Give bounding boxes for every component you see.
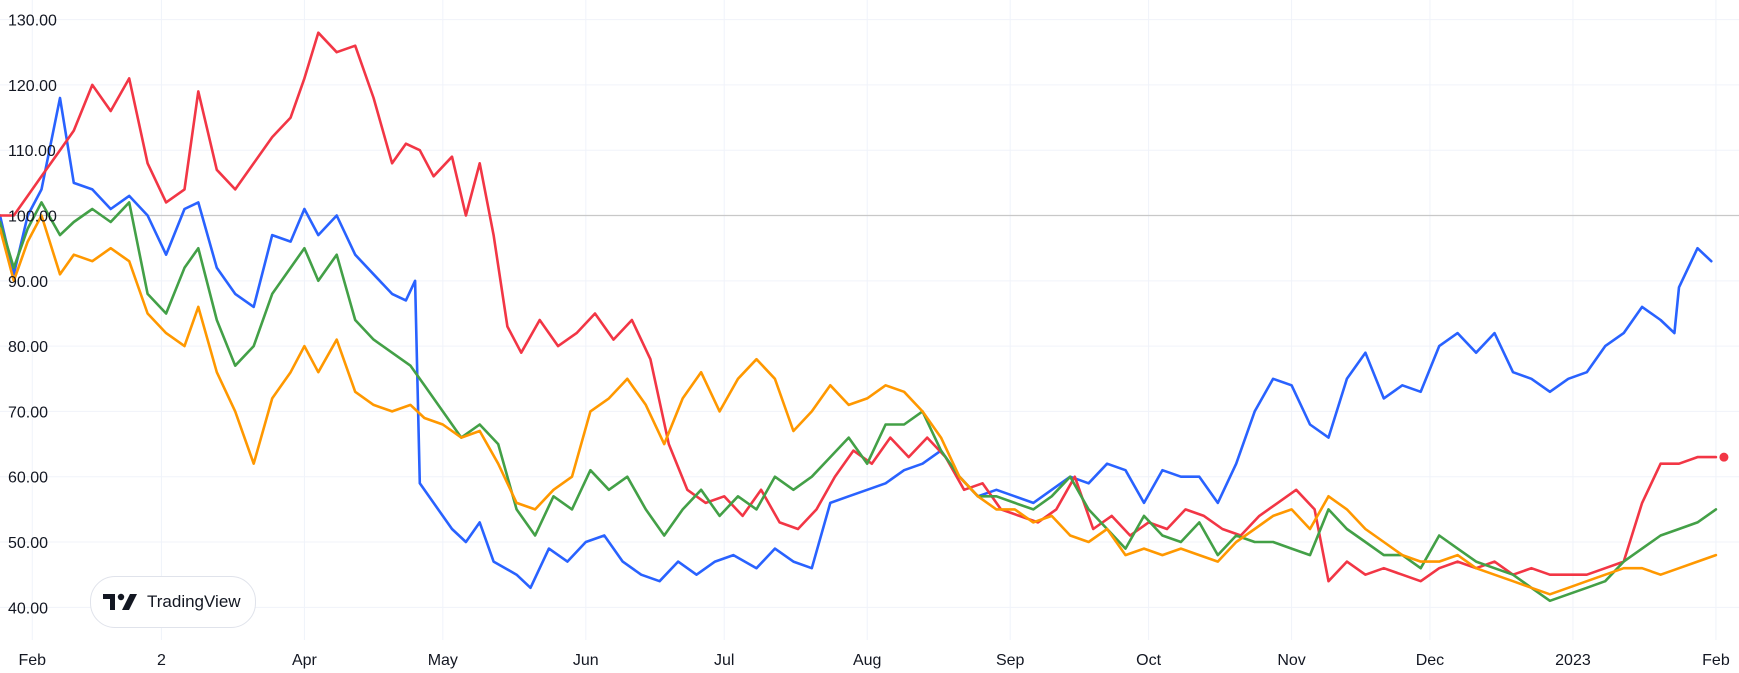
y-tick-label: 80.00 (8, 339, 48, 356)
x-tick-label: 2 (157, 652, 166, 669)
series-line-1[interactable] (0, 96, 1713, 590)
x-tick-label: Aug (853, 652, 881, 669)
y-tick-label: 50.00 (8, 535, 48, 552)
x-tick-label: Jun (573, 652, 599, 669)
y-tick-label: 100.00 (8, 209, 57, 226)
x-tick-label: Jul (714, 652, 734, 669)
x-tick-label: Feb (19, 652, 47, 669)
x-tick-label: Dec (1416, 652, 1444, 669)
grid (0, 0, 1739, 640)
x-tick-label: Oct (1136, 652, 1161, 669)
x-tick-label: Sep (996, 652, 1025, 669)
x-tick-label: Apr (292, 652, 318, 669)
x-tick-label: Feb (1702, 652, 1730, 669)
x-tick-label: May (428, 652, 458, 669)
series-lines (0, 31, 1718, 603)
end-markers (1719, 452, 1729, 462)
y-tick-label: 40.00 (8, 600, 48, 617)
tradingview-watermark[interactable]: TradingView (90, 576, 256, 628)
y-axis-tick-labels: 130.00 120.00 110.00 100.00 90.00 80.00 70.00 6… (8, 13, 57, 618)
last-value-marker[interactable] (1719, 452, 1729, 462)
y-tick-label: 70.00 (8, 404, 48, 421)
series-line-4[interactable] (0, 214, 1718, 596)
y-tick-label: 130.00 (8, 13, 57, 30)
x-tick-label: Nov (1277, 652, 1305, 669)
y-tick-label: 90.00 (8, 274, 48, 291)
x-tick-label: 2023 (1555, 652, 1591, 669)
y-tick-label: 60.00 (8, 470, 48, 487)
y-tick-label: 110.00 (8, 143, 56, 160)
y-tick-label: 120.00 (8, 78, 57, 95)
watermark-text: TradingView (147, 592, 241, 611)
series-line-2[interactable] (0, 31, 1718, 583)
tradingview-logo-icon (103, 593, 137, 610)
x-axis-tick-labels: Feb 2 Apr May Jun Jul Aug Sep Oct Nov Dec 2023 Feb (19, 652, 1730, 669)
